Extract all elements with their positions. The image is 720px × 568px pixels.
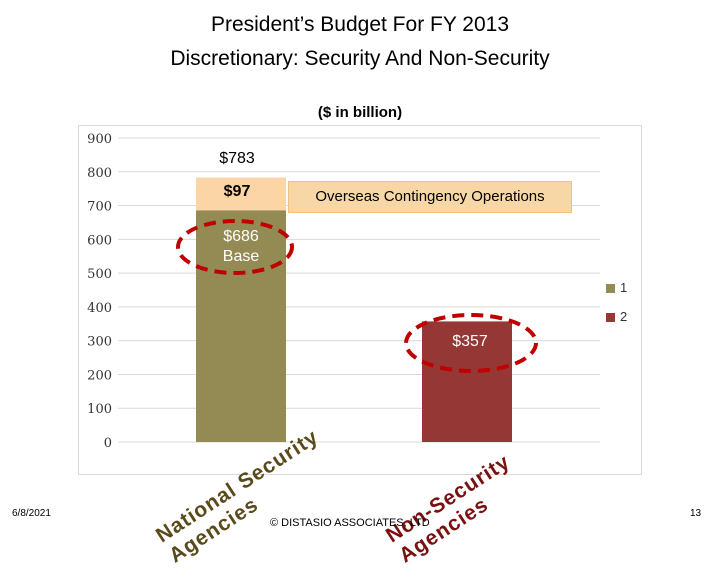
footer-copyright: © DISTASIO ASSOCIATES, LTD xyxy=(270,517,430,529)
security-base-bar xyxy=(196,210,286,442)
legend-label-2: 2 xyxy=(620,309,628,324)
non-security-value-label: $357 xyxy=(452,333,488,350)
y-tick-label: 100 xyxy=(87,402,112,417)
y-tick-label: 0 xyxy=(104,436,112,451)
oco-bar-segment xyxy=(196,177,286,211)
y-tick-label: 400 xyxy=(87,301,112,316)
y-tick-label: 300 xyxy=(87,335,112,350)
y-axis-ticks: 0 100 200 300 400 500 600 700 800 900 xyxy=(87,132,112,451)
bars xyxy=(196,177,512,442)
total-value-label: $783 xyxy=(219,150,255,167)
budget-chart: 0 100 200 300 400 500 600 700 800 900 xyxy=(87,132,600,451)
legend-label-1: 1 xyxy=(620,280,628,295)
oco-label: Overseas Contingency Operations xyxy=(288,181,572,213)
legend-item-2: 2 xyxy=(606,309,627,324)
y-tick-label: 900 xyxy=(87,132,112,147)
footer-page-number: 13 xyxy=(690,508,702,519)
y-tick-label: 800 xyxy=(87,166,112,181)
y-tick-label: 700 xyxy=(87,200,112,215)
y-tick-label: 500 xyxy=(87,267,112,282)
non-security-circle xyxy=(404,313,538,373)
security-circle xyxy=(176,219,294,275)
footer-date: 6/8/2021 xyxy=(12,508,51,519)
non-security-bar xyxy=(422,321,512,442)
base-value: $686 xyxy=(223,228,259,245)
chart-subtitle: ($ in billion) xyxy=(317,104,403,121)
legend-swatch-1 xyxy=(606,284,615,294)
title-line-2: Discretionary: Security And Non-Security xyxy=(170,47,550,70)
y-tick-label: 200 xyxy=(87,368,112,383)
base-text: Base xyxy=(222,248,260,265)
legend-item-1: 1 xyxy=(606,280,627,295)
y-tick-label: 600 xyxy=(87,233,112,248)
base-value-label: $686 Base xyxy=(198,227,284,267)
oco-value-label: $97 xyxy=(223,183,251,200)
title-line-1: President’s Budget For FY 2013 xyxy=(210,13,510,36)
legend-swatch-2 xyxy=(606,313,615,323)
